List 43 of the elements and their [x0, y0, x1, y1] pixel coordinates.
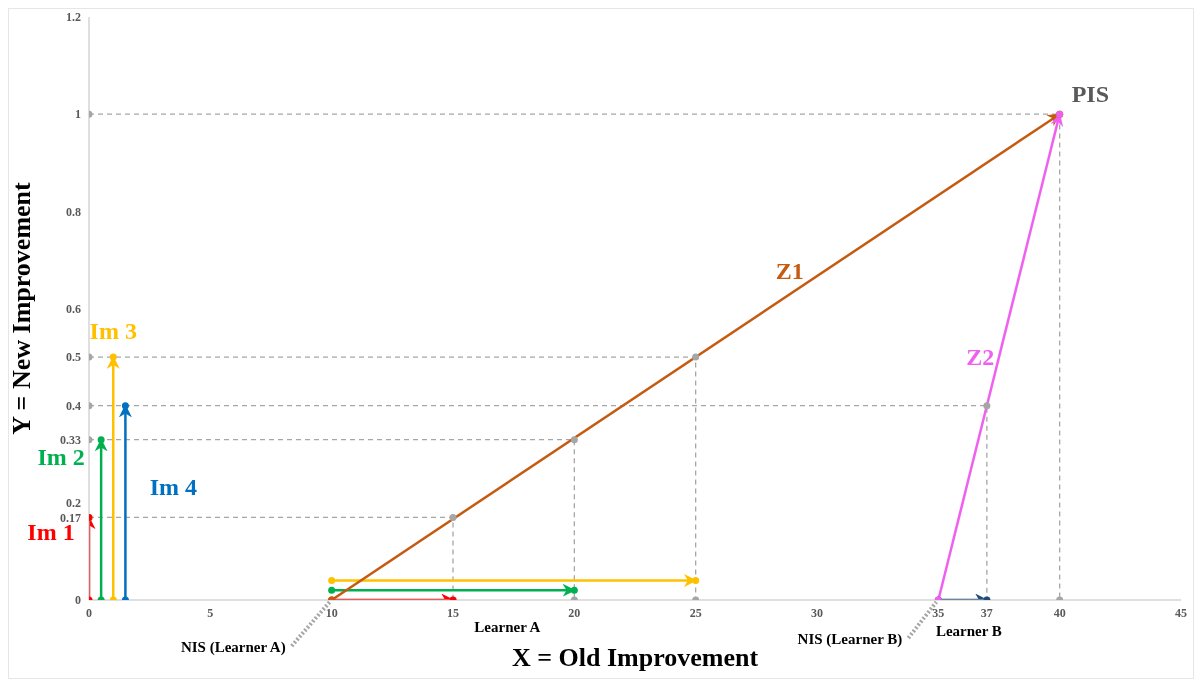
y-tick-label: 0.6	[66, 301, 81, 316]
y-tick-label: 1.2	[66, 10, 81, 25]
point	[109, 353, 117, 361]
point	[570, 436, 578, 444]
series-label: Z1	[775, 258, 804, 285]
annotation: NIS (Learner A)	[180, 639, 286, 656]
annotation: NIS (Learner B)	[797, 631, 903, 648]
y-tick-label: 0.5	[66, 350, 81, 365]
series-label: Z2	[966, 344, 995, 370]
x-tick-label: 10	[325, 605, 338, 620]
y-tick-label: 1	[75, 107, 81, 122]
x-tick-label: 15	[447, 605, 459, 620]
point	[328, 577, 336, 585]
y-tick-label: 0.8	[66, 204, 81, 219]
point	[121, 402, 129, 410]
y-tick-label: 0.2	[66, 496, 81, 511]
x-axis-title: X = Old Improvement	[511, 643, 759, 672]
point	[692, 577, 700, 585]
x-tick-label: 35	[932, 605, 945, 620]
series-label: Im 3	[89, 318, 137, 345]
x-tick-label: 37	[980, 605, 993, 620]
x-tick-label: 25	[689, 605, 702, 620]
series-label: Im 4	[149, 474, 198, 500]
y-tick-label: 0.33	[60, 432, 81, 447]
y-axis-title: Y = New Improvement	[7, 181, 37, 435]
x-tick-label: 40	[1053, 605, 1066, 620]
point	[449, 513, 457, 521]
annotation: Learner A	[474, 619, 541, 635]
x-tick-label: 0	[86, 605, 92, 620]
point	[692, 353, 700, 361]
y-tick-label: 0	[75, 593, 81, 608]
x-tick-label: 30	[811, 605, 823, 620]
point	[328, 586, 336, 594]
x-tick-label: 5	[207, 605, 214, 620]
point	[983, 402, 991, 410]
x-tick-label: 45	[1175, 605, 1187, 620]
point	[97, 436, 105, 444]
annotation: Learner B	[935, 623, 1002, 639]
x-tick-label: 20	[568, 605, 581, 620]
point	[570, 586, 578, 594]
annotation: PIS	[1071, 81, 1110, 108]
y-tick-label: 0.4	[66, 398, 81, 413]
series-label: Im 2	[37, 444, 85, 470]
